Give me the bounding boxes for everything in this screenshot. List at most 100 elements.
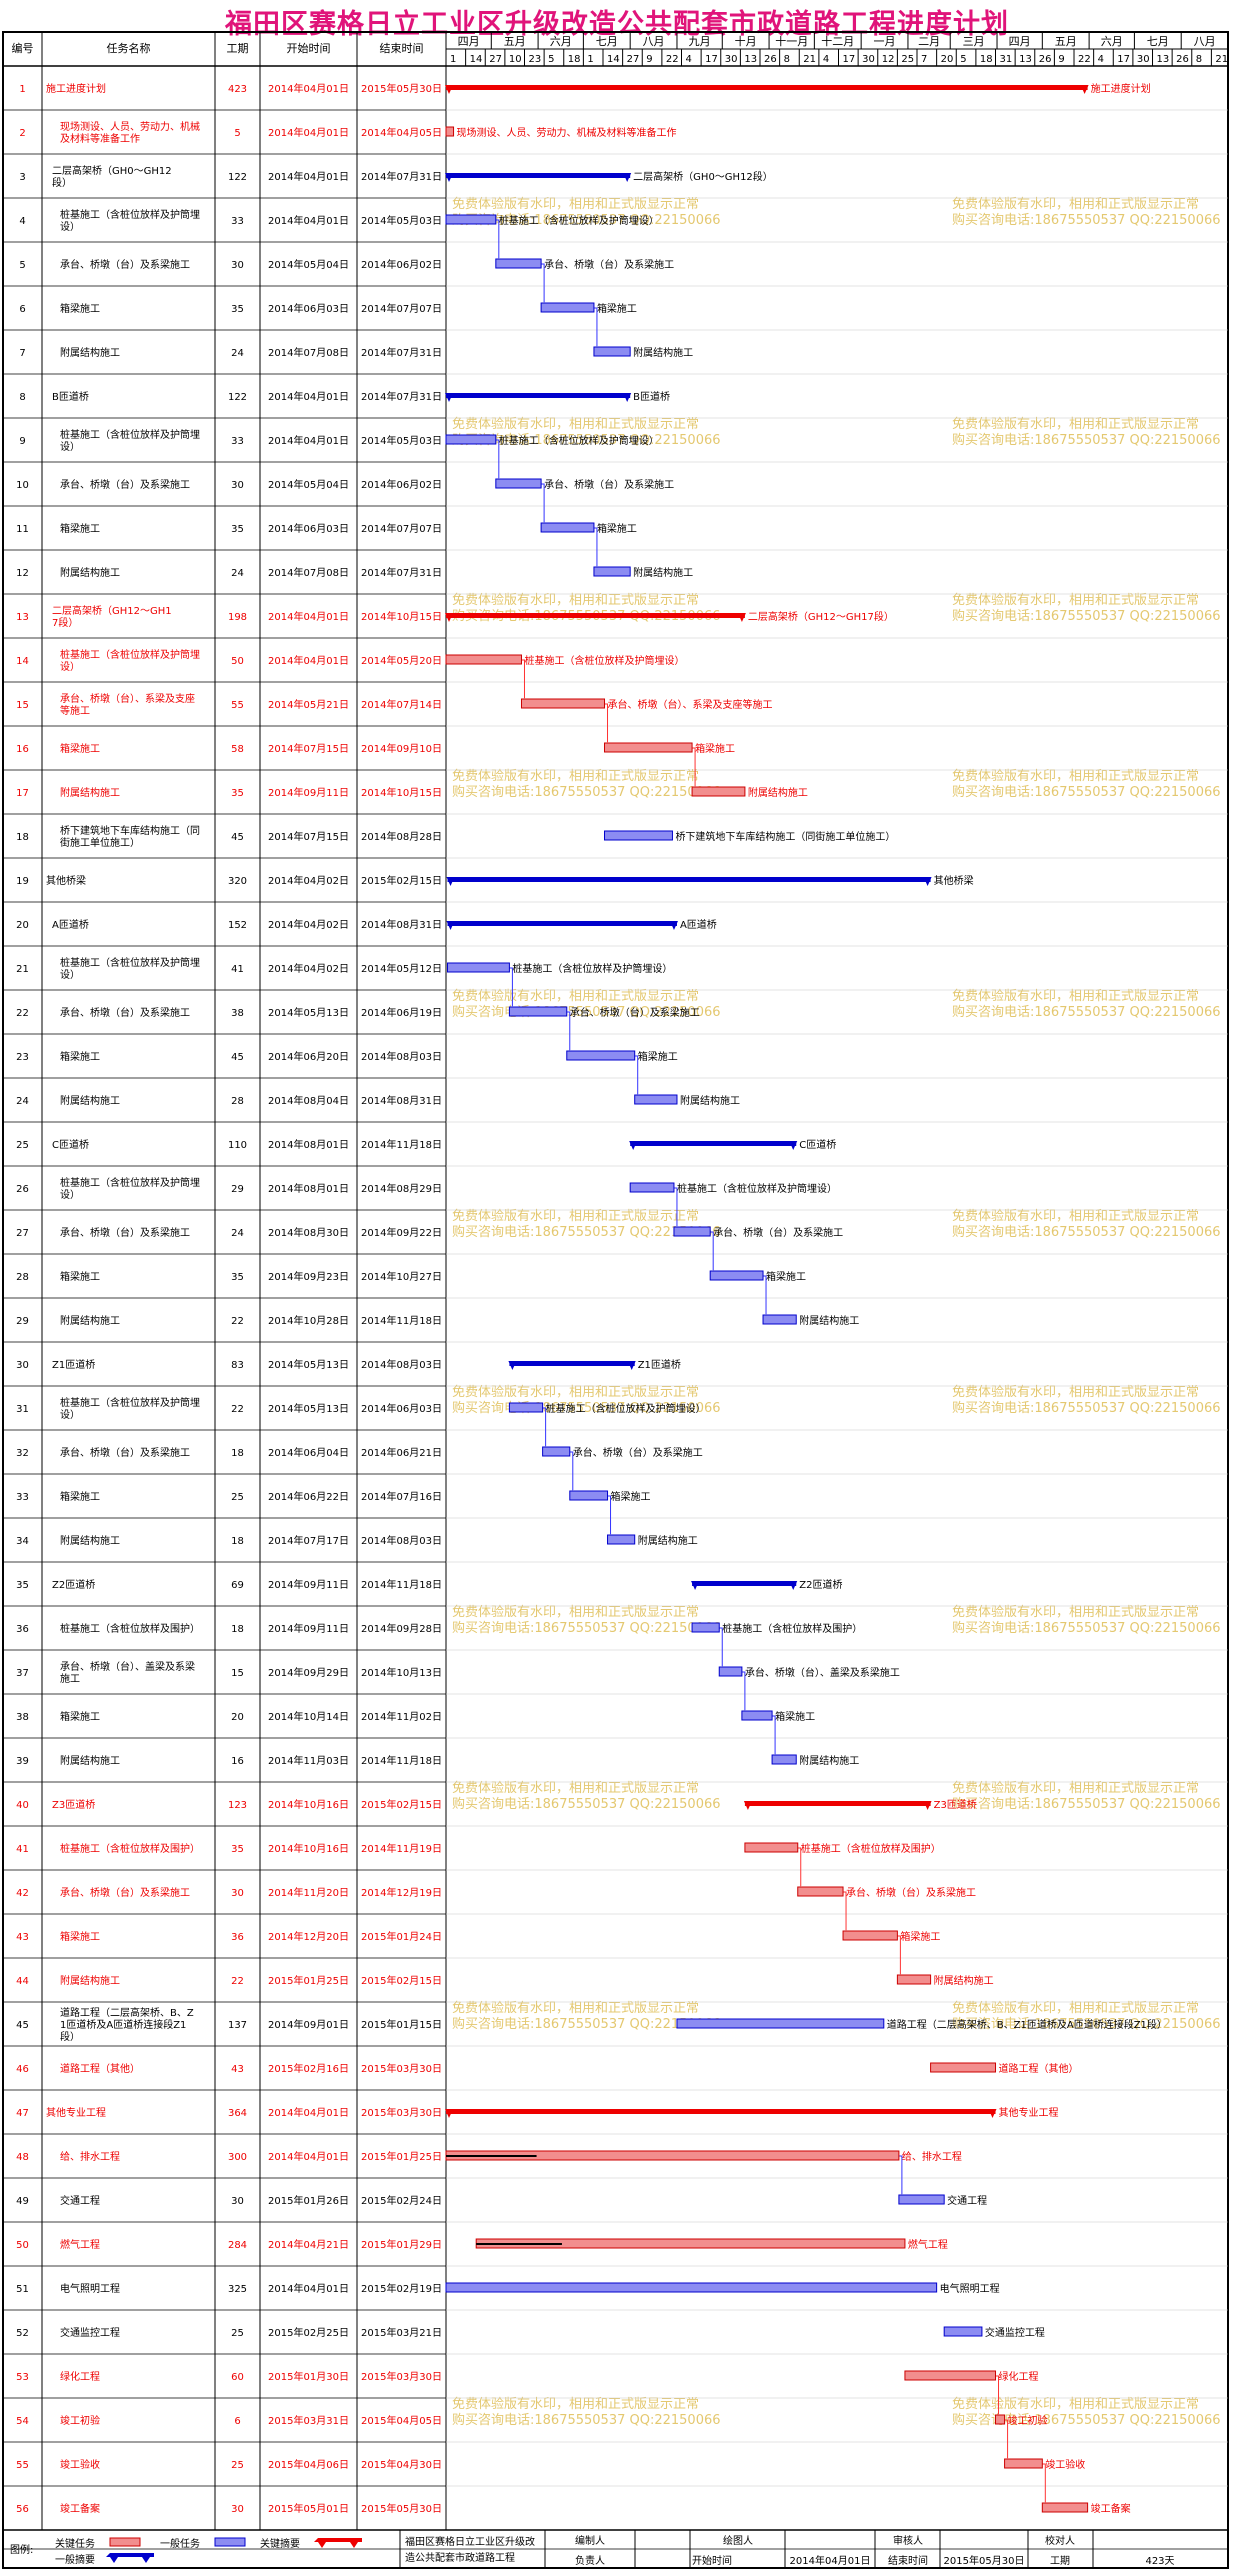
task-name: Z1匝道桥 [52, 1358, 95, 1371]
task-duration: 15 [231, 1668, 244, 1679]
task-duration: 110 [228, 1140, 247, 1151]
footer-checker: 校对人 [1045, 2534, 1075, 2547]
bar-label: 箱梁施工 [900, 1930, 940, 1943]
task-start: 2014年06月20日 [268, 1050, 349, 1063]
task-id: 19 [16, 876, 29, 887]
bar-label: 桩基施工（含桩位放样及护筒埋设） [512, 962, 672, 975]
task-duration: 20 [231, 1712, 244, 1723]
watermark-line1: 免费体验版有水印，相用和正式版显示正常 [452, 416, 699, 432]
task-id: 39 [16, 1756, 29, 1767]
task-start: 2014年10月28日 [268, 1314, 349, 1327]
task-bar [520, 698, 606, 709]
month-label: 四月 [1009, 35, 1031, 48]
summary-cap-end [789, 1581, 798, 1590]
task-start: 2014年08月30日 [268, 1226, 349, 1239]
task-duration: 18 [231, 1536, 244, 1547]
watermark-line1: 免费体验版有水印，相用和正式版显示正常 [452, 196, 699, 212]
task-name: 附属结构施工 [60, 786, 120, 799]
header-finish: 结束时间 [380, 42, 424, 55]
task-name: 附属结构施工 [60, 1754, 120, 1767]
task-finish: 2015年04月05日 [361, 2414, 442, 2427]
dependency-link [566, 1011, 571, 1050]
task-start: 2014年10月16日 [268, 1798, 349, 1811]
task-id: 22 [16, 1008, 29, 1019]
task-name: 竣工备案 [60, 2502, 100, 2515]
day-tick: 13 [1157, 54, 1170, 65]
footer-finish-value: 2015年05月30日 [944, 2554, 1025, 2567]
task-bar [445, 434, 497, 445]
task-name: 箱梁施工 [60, 742, 100, 755]
task-duration: 30 [231, 480, 244, 491]
summary-bar [744, 1801, 931, 1806]
day-tick: 7 [921, 54, 927, 65]
watermark-line2: 购买咨询电话:18675550537 QQ:22150066 [952, 1400, 1221, 1416]
task-finish: 2014年06月02日 [361, 478, 442, 491]
task-bar [842, 1930, 898, 1941]
bar-label: 桩基施工（含桩位放样及护筒埋设） [499, 214, 659, 227]
task-bar [569, 1490, 609, 1501]
task-id: 40 [16, 1800, 29, 1811]
task-finish: 2014年08月03日 [361, 1534, 442, 1547]
task-start: 2014年09月01日 [268, 2018, 349, 2031]
watermark-line2: 购买咨询电话:18675550537 QQ:22150066 [952, 1796, 1221, 1812]
task-duration: 123 [228, 1800, 247, 1811]
task-name: 承台、桥墩（台）、盖梁及系梁 [60, 1660, 195, 1673]
task-duration: 30 [231, 1888, 244, 1899]
task-bar [691, 1622, 720, 1633]
month-label: 十月 [735, 34, 757, 48]
task-start: 2014年05月13日 [268, 1402, 349, 1415]
task-bar [447, 962, 510, 973]
task-id: 4 [19, 216, 25, 227]
task-name: 段） [52, 176, 72, 189]
header-id: 编号 [12, 41, 34, 55]
task-start: 2014年10月14日 [268, 1710, 349, 1723]
bar-label: 承台、桥墩（台）、系梁及支座等施工 [608, 698, 773, 711]
task-id: 41 [16, 1844, 29, 1855]
bar-label: 附属结构施工 [633, 566, 693, 579]
task-name: A匝道桥 [52, 918, 89, 931]
task-id: 35 [16, 1580, 29, 1591]
task-name: 现场测设、人员、劳动力、机械 [60, 120, 200, 133]
summary-cap-start [446, 877, 455, 886]
bar-label: 承台、桥墩（台）、盖梁及系梁施工 [745, 1666, 900, 1679]
task-name: 附属结构施工 [60, 1534, 120, 1547]
task-finish: 2014年09月28日 [361, 1622, 442, 1635]
bar-label: 附属结构施工 [748, 786, 808, 799]
watermark-line1: 免费体验版有水印，相用和正式版显示正常 [452, 2396, 699, 2412]
task-id: 38 [16, 1712, 29, 1723]
day-tick: 18 [980, 54, 993, 65]
task-duration: 22 [231, 1404, 244, 1415]
watermark-line1: 免费体验版有水印，相用和正式版显示正常 [452, 592, 699, 608]
task-start: 2014年07月17日 [268, 1534, 349, 1547]
watermark-line1: 免费体验版有水印，相用和正式版显示正常 [952, 2396, 1199, 2412]
bar-label: 道路工程（其他） [999, 2062, 1079, 2075]
summary-cap-start [445, 173, 453, 182]
task-duration: 30 [231, 2504, 244, 2515]
task-duration: 55 [231, 700, 244, 711]
day-tick: 26 [764, 54, 777, 65]
task-finish: 2014年06月19日 [361, 1006, 442, 1019]
task-name: 桩基施工（含桩位放样及护筒埋 [60, 208, 200, 221]
task-name: 设） [60, 221, 80, 233]
bar-label: 箱梁施工 [597, 302, 637, 315]
task-bar [691, 786, 746, 797]
bar-label: 箱梁施工 [766, 1270, 806, 1283]
task-id: 52 [16, 2328, 29, 2339]
day-tick: 17 [705, 54, 718, 65]
task-finish: 2014年07月31日 [361, 346, 442, 359]
task-bar [445, 214, 497, 225]
summary-bar [446, 85, 1088, 90]
dependency-link [692, 747, 696, 786]
day-tick: 5 [960, 54, 966, 65]
task-duration: 364 [228, 2108, 247, 2119]
task-bar [540, 522, 595, 533]
task-start: 2014年05月04日 [268, 258, 349, 271]
task-duration: 45 [231, 832, 244, 843]
header-dur: 工期 [227, 42, 249, 55]
watermark-line1: 免费体验版有水印，相用和正式版显示正常 [952, 1604, 1199, 1620]
bar-label: B匝道桥 [633, 390, 670, 403]
task-finish: 2014年06月02日 [361, 258, 442, 271]
task-name: 桩基施工（含桩位放样及护筒埋 [60, 956, 200, 969]
task-bar [445, 126, 455, 137]
task-duration: 25 [231, 1492, 244, 1503]
